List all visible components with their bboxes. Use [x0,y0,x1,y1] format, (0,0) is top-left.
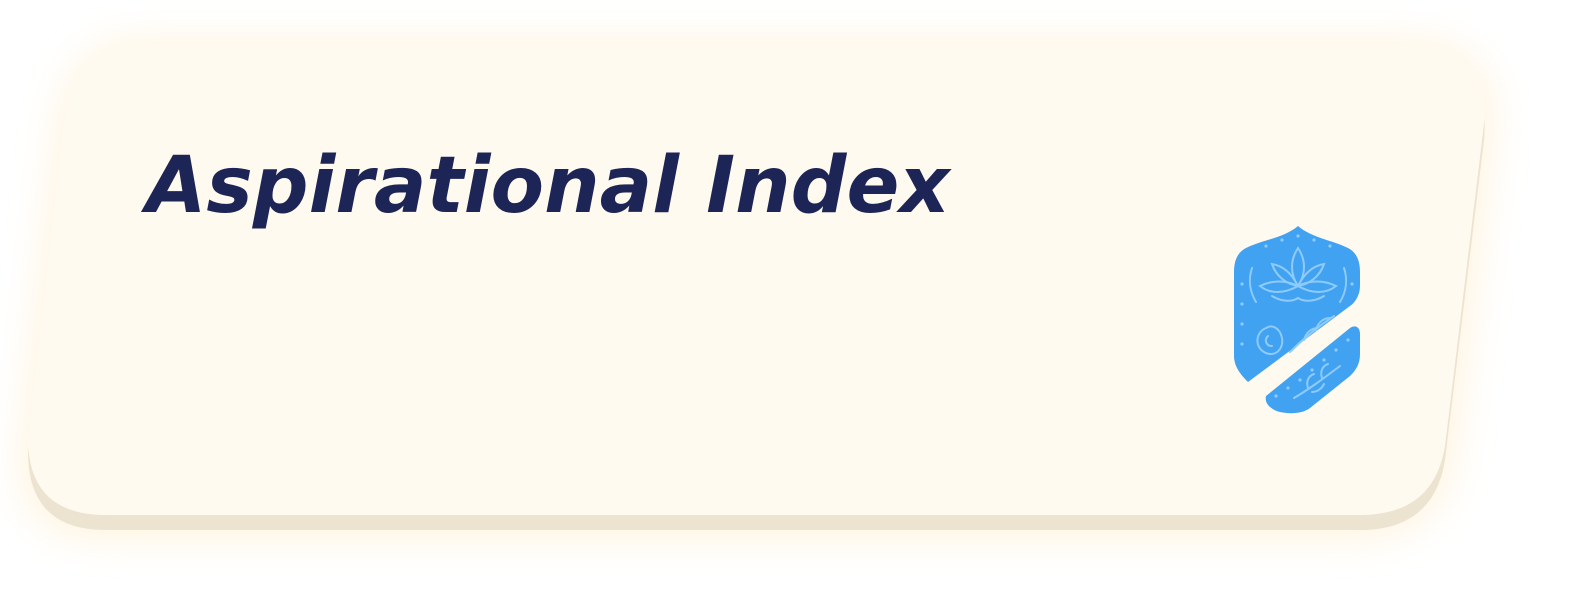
paisley-lotus-shield-icon [1234,226,1360,414]
emblem-pattern [1248,246,1348,399]
card-title: Aspirational Index [146,141,950,231]
card-face [28,44,1485,515]
emblem-dots [1240,234,1354,398]
